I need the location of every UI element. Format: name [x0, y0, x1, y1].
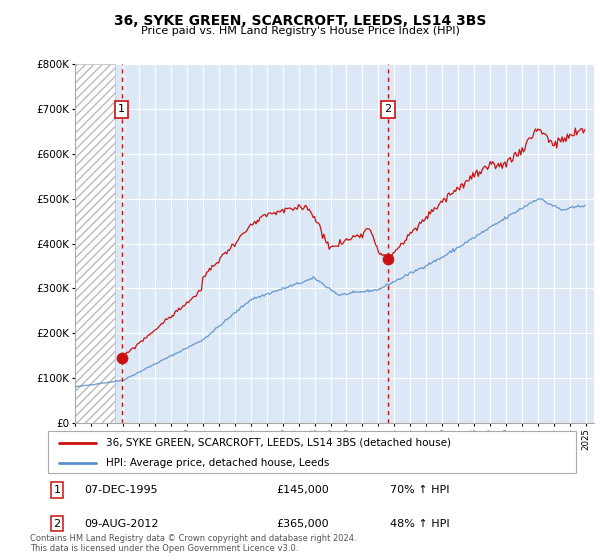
Point: [117, 353, 127, 362]
Bar: [75, 64, 115, 423]
Text: 2: 2: [53, 519, 61, 529]
Text: £365,000: £365,000: [276, 519, 329, 529]
Text: 36, SYKE GREEN, SCARCROFT, LEEDS, LS14 3BS: 36, SYKE GREEN, SCARCROFT, LEEDS, LS14 3…: [114, 14, 486, 28]
Text: 36, SYKE GREEN, SCARCROFT, LEEDS, LS14 3BS (detached house): 36, SYKE GREEN, SCARCROFT, LEEDS, LS14 3…: [106, 438, 451, 448]
Text: 07-DEC-1995: 07-DEC-1995: [84, 485, 158, 495]
FancyBboxPatch shape: [48, 431, 576, 473]
Text: 1: 1: [118, 104, 125, 114]
Text: 09-AUG-2012: 09-AUG-2012: [84, 519, 158, 529]
Text: £145,000: £145,000: [276, 485, 329, 495]
Text: Contains HM Land Registry data © Crown copyright and database right 2024.
This d: Contains HM Land Registry data © Crown c…: [30, 534, 356, 553]
Text: 1: 1: [53, 485, 61, 495]
Text: 48% ↑ HPI: 48% ↑ HPI: [390, 519, 449, 529]
Text: 70% ↑ HPI: 70% ↑ HPI: [390, 485, 449, 495]
Point: [383, 255, 392, 264]
Text: Price paid vs. HM Land Registry's House Price Index (HPI): Price paid vs. HM Land Registry's House …: [140, 26, 460, 36]
Text: 2: 2: [384, 104, 391, 114]
Text: HPI: Average price, detached house, Leeds: HPI: Average price, detached house, Leed…: [106, 458, 329, 468]
